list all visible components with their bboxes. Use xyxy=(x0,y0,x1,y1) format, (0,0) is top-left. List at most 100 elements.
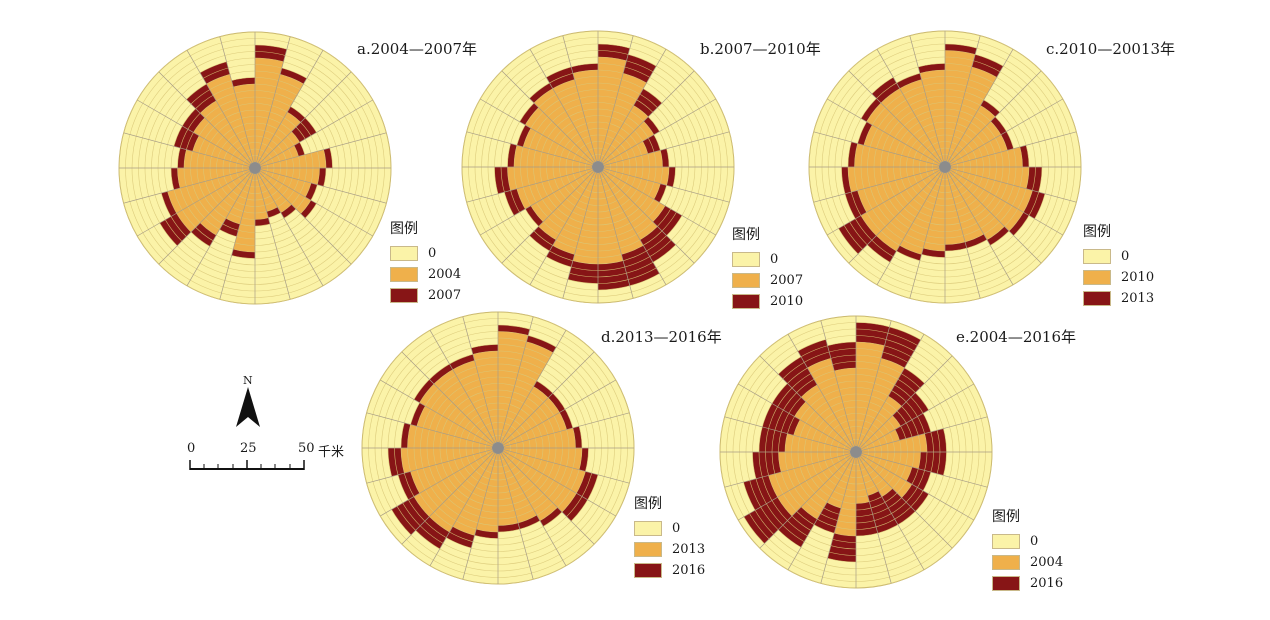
growth-sector xyxy=(449,354,475,370)
spoke-line xyxy=(186,173,253,286)
base-sector xyxy=(860,415,901,449)
growth-sector xyxy=(643,116,660,135)
base-sector xyxy=(603,141,648,166)
base-sector xyxy=(167,169,250,214)
spoke-line xyxy=(950,98,1063,165)
spoke-line xyxy=(503,450,616,517)
panel-title-b: b.2007—2010年 xyxy=(700,40,821,58)
legend-label: 2004 xyxy=(428,267,462,282)
base-sector xyxy=(498,331,529,443)
spoke-line xyxy=(186,50,253,163)
spoke-line xyxy=(401,451,495,545)
spoke-line xyxy=(562,35,597,162)
growth-sector xyxy=(266,206,281,218)
legend-label: 0 xyxy=(672,521,681,536)
spoke-line xyxy=(501,451,595,545)
legend-label: 2007 xyxy=(770,273,804,288)
spoke-line xyxy=(480,98,593,165)
spoke-line xyxy=(257,173,324,286)
legend-label: 2016 xyxy=(1030,576,1064,591)
base-sector xyxy=(599,172,644,255)
growth-sector xyxy=(653,183,667,203)
base-sector xyxy=(861,429,900,451)
center-dot xyxy=(850,446,862,458)
base-sector xyxy=(948,105,996,163)
legend-swatch-base xyxy=(390,267,418,282)
growth-sector xyxy=(413,379,435,403)
base-sector xyxy=(260,145,299,167)
base-sector xyxy=(899,172,944,255)
growth-sector xyxy=(856,501,878,536)
spoke-line xyxy=(503,379,616,446)
base-sector xyxy=(416,406,493,447)
growth-sector xyxy=(171,168,181,190)
growth-sector xyxy=(987,226,1009,246)
growth-sector xyxy=(280,68,307,84)
rose-map-a xyxy=(118,31,392,305)
legend-b: 图例 0 2007 2010 xyxy=(732,224,803,312)
north-arrow-icon xyxy=(236,387,260,427)
spoke-line xyxy=(603,169,716,236)
base-sector xyxy=(945,172,966,245)
base-sector xyxy=(863,125,940,166)
spoke-line xyxy=(260,132,387,167)
base-sector xyxy=(410,449,493,494)
growth-sector xyxy=(186,83,217,114)
spoke-line xyxy=(947,172,1014,285)
spoke-line xyxy=(380,450,493,517)
growth-sector xyxy=(901,484,929,512)
base-sector xyxy=(601,105,649,163)
base-sector xyxy=(919,70,945,162)
growth-sector xyxy=(1008,212,1030,236)
growth-sector xyxy=(924,428,947,452)
base-sector xyxy=(260,149,326,168)
base-sector xyxy=(603,167,669,186)
spoke-line xyxy=(260,170,373,237)
legend-title: 图例 xyxy=(992,509,1020,525)
growth-sector xyxy=(888,367,925,407)
legend-label: 0 xyxy=(1030,534,1039,549)
growth-sector xyxy=(529,82,553,104)
legend-swatch-growth xyxy=(634,563,662,578)
base-sector xyxy=(184,149,250,168)
spoke-line xyxy=(599,172,634,299)
base-sector xyxy=(860,170,941,236)
spoke-line xyxy=(950,168,1077,203)
growth-sector xyxy=(231,249,255,259)
spoke-line xyxy=(950,131,1077,166)
spoke-line xyxy=(123,169,250,204)
growth-sector xyxy=(857,121,873,146)
spoke-line xyxy=(787,457,854,570)
spoke-line xyxy=(820,320,855,447)
spoke-line xyxy=(158,71,252,165)
growth-sector xyxy=(906,467,931,491)
spoke-line xyxy=(219,173,254,300)
rose-map-d xyxy=(361,311,635,585)
legend-swatch-zero xyxy=(390,246,418,261)
spoke-line xyxy=(601,170,695,264)
base-sector xyxy=(857,457,879,496)
legend-title: 图例 xyxy=(1083,224,1111,240)
growth-sector xyxy=(814,502,841,534)
base-sector xyxy=(572,70,598,162)
spoke-line xyxy=(380,379,493,446)
spoke-line xyxy=(848,70,942,164)
base-sector xyxy=(259,131,300,165)
growth-sector xyxy=(474,529,498,539)
spoke-line xyxy=(876,172,943,285)
base-sector xyxy=(503,427,576,448)
base-sector xyxy=(777,455,852,516)
base-sector xyxy=(507,167,593,191)
spoke-line xyxy=(759,455,853,549)
base-sector xyxy=(177,168,250,189)
base-sector xyxy=(502,451,577,512)
legend-swatch-base xyxy=(732,273,760,288)
base-sector xyxy=(848,167,940,193)
spoke-line xyxy=(501,351,595,445)
legend-label: 2013 xyxy=(672,542,706,557)
spoke-line xyxy=(948,70,1042,164)
scale-tick-25: 25 xyxy=(240,441,257,456)
base-sector xyxy=(945,50,976,162)
legend-swatch-growth xyxy=(390,288,418,303)
spoke-line xyxy=(827,169,940,236)
